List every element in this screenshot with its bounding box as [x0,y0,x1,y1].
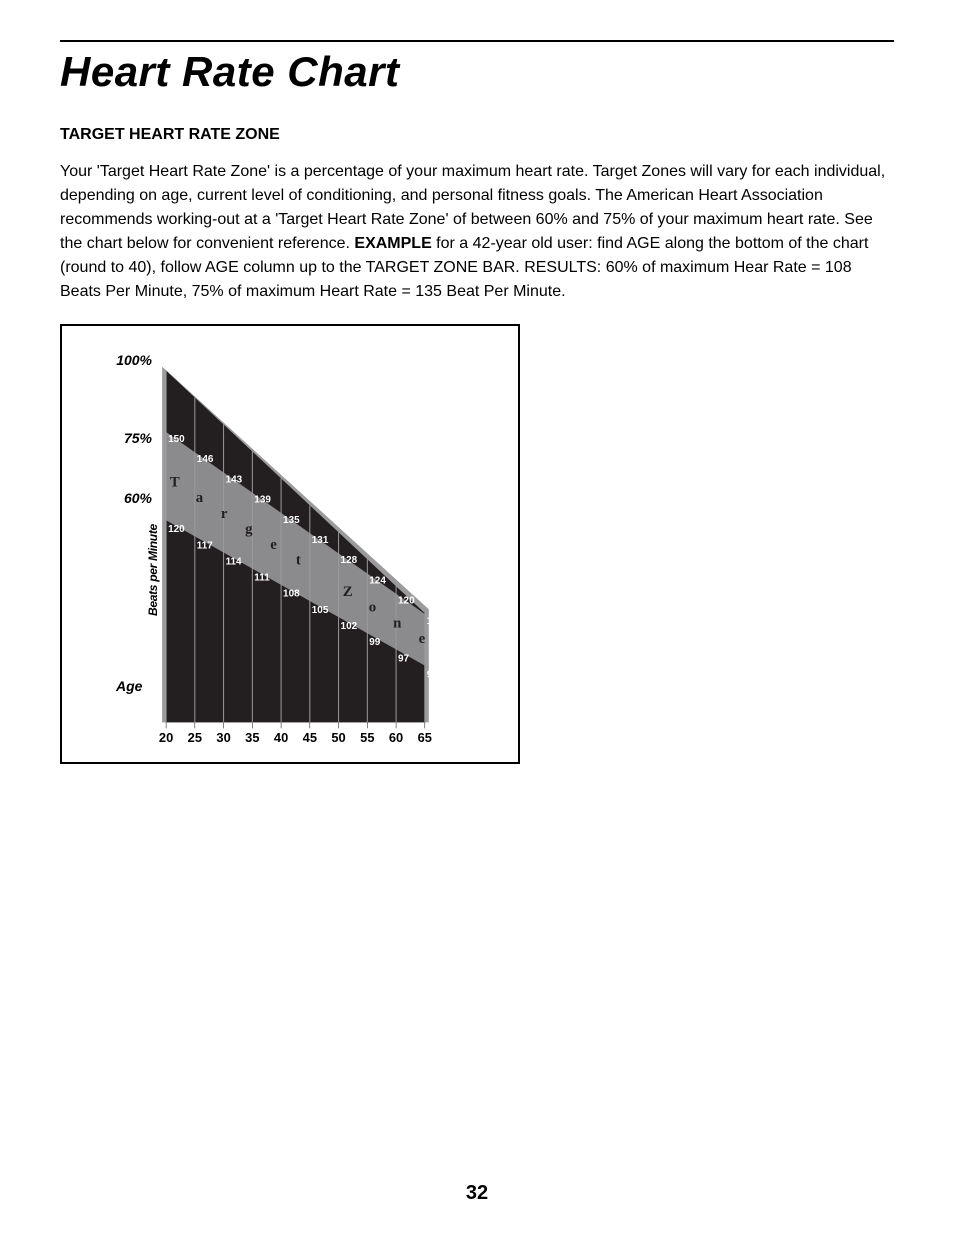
svg-text:128: 128 [341,555,358,566]
y-axis-label: 100% [92,352,152,368]
svg-text:40: 40 [274,730,288,745]
svg-text:20: 20 [159,730,173,745]
svg-text:30: 30 [216,730,230,745]
svg-text:25: 25 [188,730,202,745]
svg-text:139: 139 [254,495,271,506]
svg-text:102: 102 [341,621,358,632]
svg-text:150: 150 [168,434,185,445]
svg-text:117: 117 [197,540,213,551]
svg-text:t: t [296,553,301,569]
svg-text:97: 97 [398,653,410,664]
svg-text:a: a [196,490,204,506]
heart-rate-chart: 20 25 30 35 40 45 50 55 60 65 150 146 143 139 135 131 12… [60,324,520,764]
svg-text:120: 120 [398,596,415,607]
svg-text:35: 35 [245,730,259,745]
svg-text:Z: Z [343,584,353,600]
svg-text:50: 50 [331,730,345,745]
svg-text:111: 111 [254,573,270,584]
svg-text:120: 120 [168,524,185,535]
y-axis-label: 60% [92,490,152,506]
svg-text:93: 93 [427,669,439,680]
svg-text:105: 105 [312,605,329,616]
svg-text:45: 45 [303,730,317,745]
svg-text:99: 99 [369,637,381,648]
svg-text:114: 114 [226,556,242,567]
svg-text:o: o [369,600,376,616]
svg-text:60: 60 [389,730,403,745]
svg-text:e: e [270,537,277,553]
svg-text:T: T [170,475,180,491]
age-axis-label: Age [116,678,142,694]
svg-text:55: 55 [360,730,374,745]
svg-text:65: 65 [418,730,432,745]
svg-text:135: 135 [283,515,300,526]
chart-svg: 20 25 30 35 40 45 50 55 60 65 150 146 143 139 135 131 12… [62,326,518,762]
page-number: 32 [0,1182,954,1205]
svg-text:143: 143 [226,474,243,485]
body-paragraph: Your 'Target Heart Rate Zone' is a perce… [60,160,894,304]
body-example-bold: EXAMPLE [354,235,431,252]
beats-per-minute-label: Beats per Minute [146,524,160,616]
svg-text:n: n [393,615,402,631]
svg-text:131: 131 [312,535,329,546]
y-axis-label: 75% [92,430,152,446]
page-title: Heart Rate Chart [60,48,894,96]
svg-text:124: 124 [369,575,386,586]
svg-text:146: 146 [197,454,214,465]
section-heading: TARGET HEART RATE ZONE [60,126,894,144]
svg-text:g: g [245,521,253,537]
svg-text:116: 116 [427,616,443,627]
svg-text:r: r [221,506,228,522]
svg-text:e: e [419,631,426,647]
svg-text:108: 108 [283,589,300,600]
